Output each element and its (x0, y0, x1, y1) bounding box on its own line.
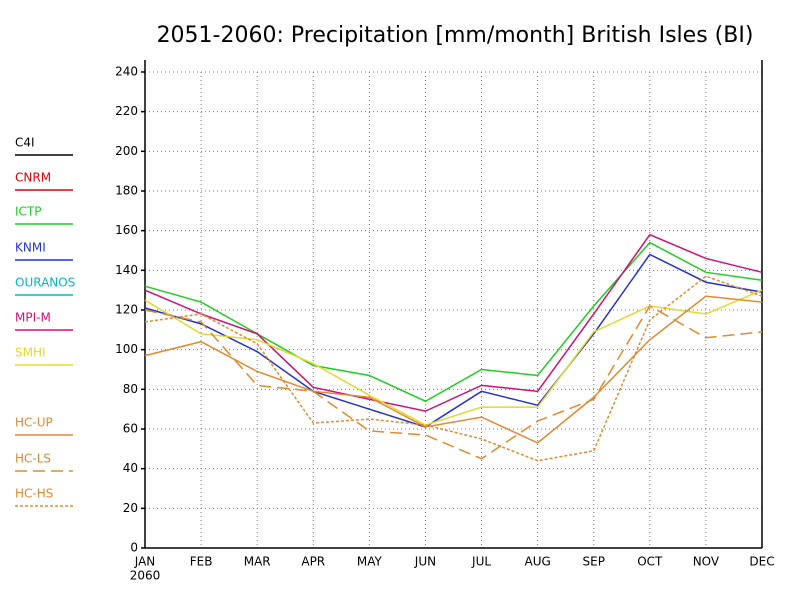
y-tick-label: 200 (115, 144, 138, 158)
legend-label: HC-LS (15, 452, 51, 466)
y-tick-label: 220 (115, 104, 138, 118)
x-tick-label: DEC (749, 555, 774, 569)
legend-label: ICTP (15, 205, 41, 219)
legend-label: CNRM (15, 171, 51, 185)
x-tick-label: SEP (583, 555, 605, 569)
x-tick-label: AUG (524, 555, 550, 569)
y-tick-label: 20 (123, 501, 138, 515)
y-tick-label: 0 (130, 541, 138, 555)
y-tick-label: 240 (115, 65, 138, 79)
legend-label: SMHI (15, 346, 46, 360)
series-line (144, 253, 763, 428)
y-tick-label: 140 (115, 263, 138, 277)
x-tick-label: JUL (471, 555, 491, 569)
y-tick-label: 100 (115, 342, 138, 356)
legend-label: KNMI (15, 241, 46, 255)
y-tick-label: 120 (115, 303, 138, 317)
series-line (144, 275, 763, 462)
x-tick-label: APR (301, 555, 325, 569)
y-tick-label: 40 (123, 461, 138, 475)
y-tick-label: 160 (115, 223, 138, 237)
legend-label: MPI-M (15, 311, 51, 325)
x-year-label: 2060 (130, 569, 161, 583)
x-tick-label: NOV (693, 555, 720, 569)
x-tick-label: MAR (244, 555, 271, 569)
legend-label: HC-HS (15, 487, 53, 501)
chart-title: 2051-2060: Precipitation [mm/month] Brit… (157, 23, 754, 48)
x-tick-label: FEB (190, 555, 213, 569)
x-tick-label: JUN (414, 555, 436, 569)
series-line (144, 233, 763, 412)
series-line (144, 295, 763, 444)
x-tick-label: MAY (357, 555, 383, 569)
y-tick-label: 180 (115, 184, 138, 198)
legend-label: C4I (15, 136, 35, 150)
y-tick-label: 60 (123, 422, 138, 436)
y-tick-label: 80 (123, 382, 138, 396)
series-line (144, 241, 763, 403)
legend-label: OURANOS (15, 276, 75, 290)
series-line (144, 289, 763, 426)
x-tick-label: OCT (637, 555, 663, 569)
series-line (144, 305, 763, 460)
x-tick-label: JAN (134, 555, 156, 569)
legend-label: HC-UP (15, 416, 53, 430)
